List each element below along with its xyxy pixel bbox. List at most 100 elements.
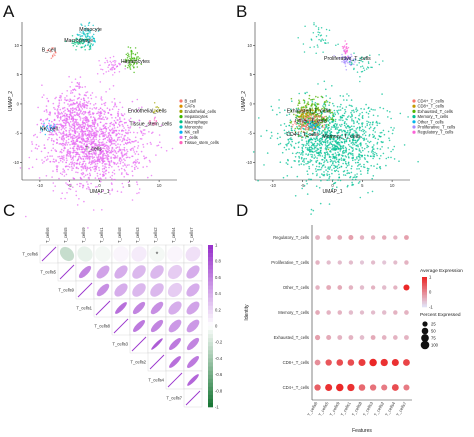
cell-point [70,92,72,94]
cell-point [316,44,319,46]
cell-point [285,131,288,134]
cell-point [329,134,332,137]
cell-point [114,104,116,106]
cell-point [351,113,353,116]
cell-point [91,35,94,38]
cell-point [54,125,57,128]
cell-point [53,53,55,55]
cell-point [346,61,349,64]
cell-point [367,62,370,65]
cell-point [367,121,370,123]
cell-point [319,115,321,117]
x-tick-label: -5 [301,183,305,188]
cell-point [153,117,156,119]
cell-point [73,134,76,137]
colorbar-tick-label: 0.2 [215,307,221,312]
cell-point [361,60,364,63]
cell-point [335,142,338,145]
cell-point [296,125,298,128]
cell-point [70,140,73,143]
cell-point [312,32,315,34]
cell-point [128,119,130,121]
cell-point [343,112,346,115]
cell-point [358,114,360,117]
colorbar-segment [208,257,213,262]
cell-point [304,92,306,94]
cell-point [148,120,151,122]
cell-point [60,99,63,101]
cell-point [72,116,75,118]
cell-point [67,135,69,137]
cell-point [107,148,109,151]
cell-point [107,155,110,158]
cell-point [98,166,100,169]
cell-point [122,130,125,132]
cell-point [344,134,347,137]
cell-point [309,117,311,119]
cell-point [124,65,127,67]
cell-point [348,115,350,117]
cell-point [360,65,362,68]
cell-point [84,124,87,126]
cell-point [313,125,316,128]
cell-point [331,172,333,175]
cell-point [390,156,392,159]
cell-point [140,150,143,153]
cell-point [118,62,120,65]
cell-point [87,38,89,40]
cell-point [346,99,348,101]
cell-point [90,161,93,164]
cell-point [145,124,148,127]
cell-point [290,97,293,100]
cell-point [340,125,342,128]
expression-dot [392,335,398,340]
cell-point [342,159,345,162]
cell-point [72,159,75,161]
cell-point [271,109,274,111]
cell-point [41,84,43,86]
cell-point [58,96,61,99]
cell-point [305,144,307,146]
cell-point [63,110,65,113]
cell-point [309,161,312,163]
cell-point [87,40,90,42]
cell-point [355,128,358,130]
cell-point [77,144,79,146]
cell-point [333,182,335,185]
cell-point [79,177,82,179]
cell-point [138,162,140,164]
correlation-ellipse [133,320,145,332]
cell-point [320,34,323,36]
cell-point [108,88,111,90]
cell-point [388,137,390,139]
cell-point [324,132,326,134]
cell-point [66,150,69,152]
cell-point [75,37,77,40]
cell-point [94,146,97,149]
cell-point [314,107,317,109]
cell-point [51,176,53,178]
cell-point [332,119,334,121]
cell-point [359,170,362,172]
cell-point [113,98,116,100]
cell-point [81,42,83,45]
cell-point [138,107,140,109]
cell-point [328,143,331,146]
cell-point [311,117,314,120]
cell-point [109,122,112,125]
cell-point [297,120,300,122]
cluster-label: Proliferative_T_cells [324,56,371,62]
colorbar-segment [208,253,213,258]
expression-dot [337,285,343,290]
colorbar-tick-label: 0.6 [215,275,221,280]
correlation-ellipse [169,338,181,350]
cell-point [83,40,86,42]
colorbar-segment [208,374,213,379]
cell-point [321,38,323,40]
colorbar-segment [208,334,213,339]
cell-point [277,143,280,146]
cell-point [123,139,126,141]
cell-point [61,151,63,154]
cell-point [84,44,87,47]
cell-point [344,155,347,157]
